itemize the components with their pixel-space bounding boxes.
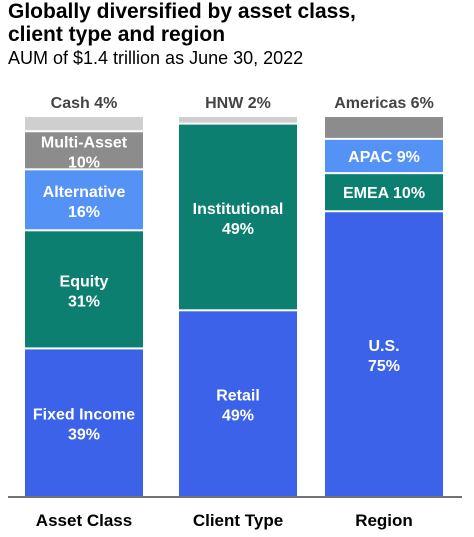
asset-class-multi-asset-bar <box>25 132 143 169</box>
region-americas-bar <box>325 117 443 138</box>
region-u-s-label: U.S. <box>368 338 399 355</box>
asset-class-fixed-income-value: 39% <box>68 427 100 444</box>
client-type-institutional-bar <box>179 124 297 310</box>
client-type-retail-bar <box>179 311 297 496</box>
category-label-region: Region <box>355 511 413 530</box>
client-type-institutional-label: Institutional <box>193 201 284 218</box>
client-type-institutional-value: 49% <box>222 221 254 238</box>
asset-class-alternative-label: Alternative <box>43 184 126 201</box>
region-emea-label: EMEA 10% <box>343 185 425 202</box>
asset-class-fixed-income-label: Fixed Income <box>33 407 135 424</box>
asset-class-equity-label: Equity <box>60 273 109 290</box>
region-u-s-bar <box>325 212 443 496</box>
asset-class-multi-asset-value: 10% <box>68 154 100 171</box>
region-apac-label: APAC 9% <box>348 149 420 166</box>
client-type-retail-value: 49% <box>222 408 254 425</box>
chart-title-line-1: Globally diversified by asset class, <box>8 0 356 23</box>
asset-class-equity-bar <box>25 231 143 348</box>
region-emea-bar <box>325 174 443 211</box>
chart-subtitle: AUM of $1.4 trillion as June 30, 2022 <box>8 48 304 68</box>
chart-title: Globally diversified by asset class, cli… <box>8 0 356 46</box>
chart-title-line-2: client type and region <box>8 23 226 46</box>
asset-class-multi-asset-label: Multi-Asset <box>41 134 128 151</box>
client-type-retail-label: Retail <box>216 388 260 405</box>
asset-class-cash-label: Cash 4% <box>51 95 118 112</box>
asset-class-alternative-bar <box>25 170 143 230</box>
asset-class-alternative-value: 16% <box>68 204 100 221</box>
asset-class-equity-value: 31% <box>68 293 100 310</box>
asset-class-cash-bar <box>25 117 143 131</box>
client-type-hnw-bar <box>179 117 297 123</box>
asset-class-fixed-income-bar <box>25 349 143 496</box>
region-apac-bar <box>325 139 443 173</box>
category-label-asset-class: Asset Class <box>36 511 132 530</box>
category-label-client-type: Client Type <box>193 511 283 530</box>
client-type-hnw-label: HNW 2% <box>205 95 271 112</box>
region-u-s-value: 75% <box>368 358 400 375</box>
region-americas-label: Americas 6% <box>334 95 434 112</box>
